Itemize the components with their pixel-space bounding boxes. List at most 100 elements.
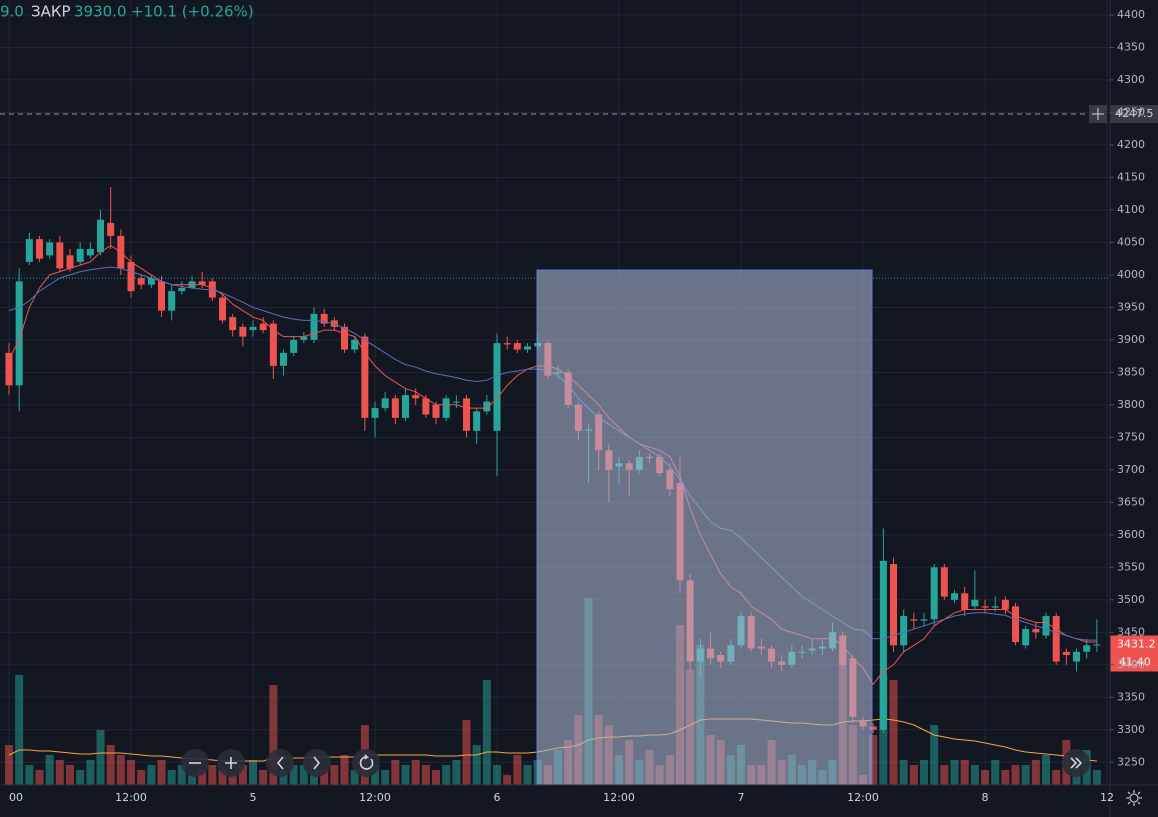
candle-body: [290, 339, 298, 353]
candle-body: [951, 593, 959, 600]
x-tick-label: 8: [982, 791, 989, 804]
y-tick-label: 3950: [1117, 300, 1145, 313]
volume-bar: [889, 680, 898, 785]
volume-bar: [86, 760, 95, 785]
volume-bar: [899, 760, 908, 785]
y-tick-label: 4000: [1117, 268, 1145, 281]
selection-box[interactable]: [536, 269, 873, 786]
volume-bar: [289, 765, 298, 785]
volume-bar: [5, 745, 13, 785]
y-tick-label: 4200: [1117, 138, 1145, 151]
volume-bar: [198, 770, 207, 785]
volume-bar: [116, 755, 125, 785]
volume-bar: [249, 760, 258, 785]
y-tick-label: 3550: [1117, 560, 1145, 573]
candle-body: [107, 222, 115, 236]
candle-body: [158, 281, 166, 311]
candle-body: [97, 219, 105, 253]
volume-bar: [493, 765, 502, 785]
candle-body: [391, 398, 399, 418]
candle-body: [981, 606, 989, 608]
x-tick-label: 12:00: [115, 791, 147, 804]
volume-bar: [208, 765, 217, 785]
candle-body: [991, 606, 999, 608]
volume-bar: [259, 770, 268, 785]
candle-body: [1042, 616, 1050, 636]
volume-bar: [482, 680, 491, 785]
y-tick-label: 4100: [1117, 203, 1145, 216]
candle-body: [412, 395, 420, 399]
candle-body: [76, 248, 84, 262]
candle-body: [341, 326, 349, 350]
volume-bar: [157, 760, 166, 785]
volume-bar: [350, 770, 359, 785]
y-tick-label: 3900: [1117, 333, 1145, 346]
volume-bar: [1021, 765, 1030, 785]
candle-body: [890, 564, 898, 646]
scroll-left-button[interactable]: [266, 749, 294, 777]
volume-bar: [452, 760, 461, 785]
y-tick-label: 3300: [1117, 723, 1145, 736]
candle-body: [900, 616, 908, 646]
volume-bar: [45, 755, 54, 785]
candle-body: [869, 726, 877, 730]
volume-bar: [55, 760, 64, 785]
volume-bar: [411, 760, 420, 785]
candle-body: [56, 242, 64, 269]
volume-bar: [371, 765, 380, 785]
y-tick-label: 4350: [1117, 40, 1145, 53]
candle-body: [25, 239, 33, 262]
volume-bar: [909, 765, 918, 785]
volume-bar: [1031, 760, 1040, 785]
countdown-label: 41:40: [1119, 656, 1151, 669]
candle-body: [320, 313, 328, 324]
candle-body: [473, 411, 481, 431]
volume-bar: [930, 725, 939, 785]
volume-bar: [950, 760, 959, 785]
candle-body: [1022, 629, 1030, 646]
volume-bar: [320, 770, 329, 785]
candle-body: [259, 323, 267, 331]
candle-body: [229, 317, 237, 331]
volume-bar: [35, 770, 44, 785]
volume-bar: [66, 765, 75, 785]
candle-body: [1093, 644, 1101, 646]
volume-bar: [421, 765, 430, 785]
candle-body: [920, 619, 928, 621]
candle-body: [361, 336, 369, 418]
candle-body: [300, 336, 308, 340]
y-tick-label: 4250: [1117, 105, 1145, 118]
volume-bar: [442, 765, 451, 785]
y-tick-label: 3700: [1117, 463, 1145, 476]
candle-body: [1073, 651, 1081, 662]
volume-bar: [991, 760, 1000, 785]
volume-bar: [503, 775, 512, 785]
y-tick-label: 3850: [1117, 365, 1145, 378]
settings-icon[interactable]: [1126, 790, 1142, 806]
volume-bar: [340, 755, 349, 785]
candle-body: [127, 261, 135, 292]
volume-bar: [269, 685, 278, 785]
candle-body: [1001, 599, 1009, 610]
candle-body: [66, 255, 74, 269]
candle-body: [239, 326, 247, 337]
volume-bar: [920, 760, 929, 785]
candle-body: [137, 278, 145, 285]
candle-body: [1083, 645, 1091, 652]
candle-body: [310, 313, 318, 340]
reset-button[interactable]: [352, 749, 380, 777]
candle-body: [269, 323, 277, 366]
y-tick-label: 3450: [1117, 625, 1145, 638]
toolbar-icons: [189, 754, 1083, 770]
candle-body: [503, 343, 511, 345]
candle-body: [15, 281, 23, 386]
last-price-box: [1110, 635, 1158, 672]
x-tick-label: 12:00: [359, 791, 391, 804]
scroll-right-button[interactable]: [303, 749, 331, 777]
y-tick-label: 3800: [1117, 398, 1145, 411]
volume-bar: [25, 765, 34, 785]
volume-bar: [391, 760, 400, 785]
volume-bar: [127, 760, 136, 785]
y-tick-label: 3650: [1117, 495, 1145, 508]
